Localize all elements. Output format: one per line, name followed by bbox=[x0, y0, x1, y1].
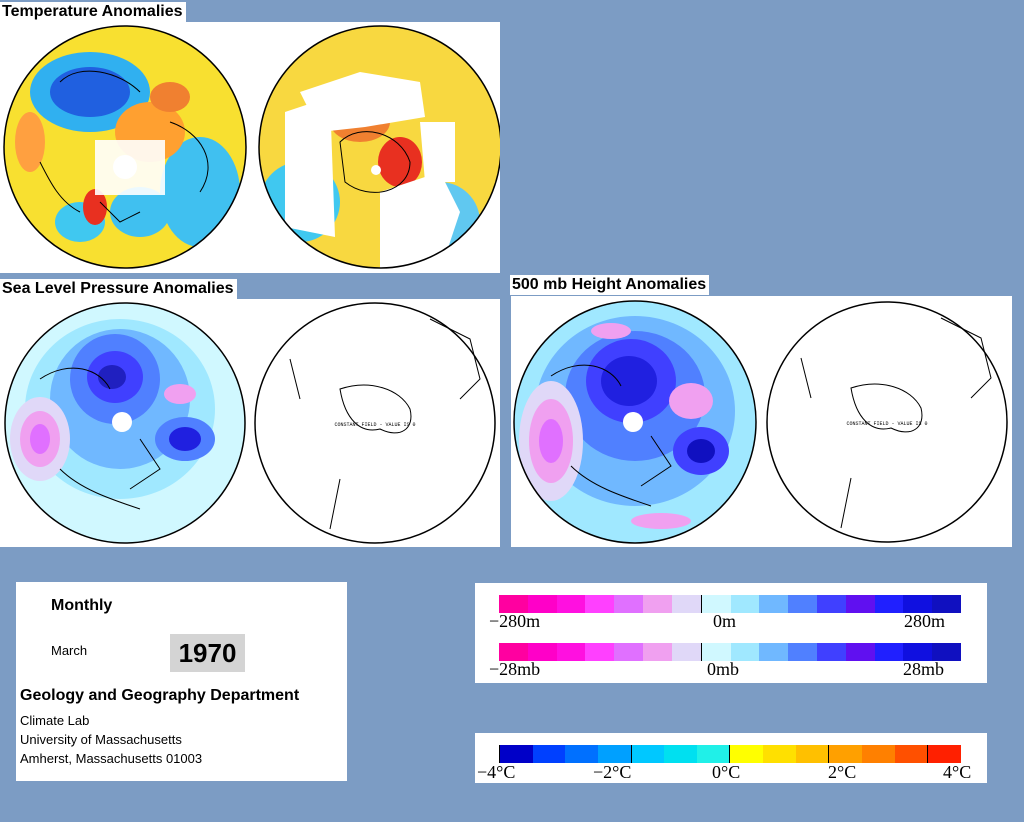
slp-panel: CONSTANT FIELD - VALUE IS 0 bbox=[0, 299, 500, 547]
colorbar-swatch bbox=[671, 595, 701, 613]
temperature-panel bbox=[0, 22, 502, 273]
department-label: Geology and Geography Department bbox=[20, 687, 300, 704]
temp-label: 0°C bbox=[712, 762, 741, 782]
slp-constant-label: CONSTANT FIELD - VALUE IS 0 bbox=[334, 422, 415, 428]
colorbar-swatch bbox=[730, 595, 760, 613]
period-label: Monthly bbox=[51, 597, 113, 614]
address-line: University of Massachusetts bbox=[20, 732, 182, 747]
colorbar-swatch bbox=[730, 643, 760, 661]
colorbar-swatch bbox=[862, 745, 895, 763]
anomaly-legend: −280m 0m 280m −28mb 0mb 28mb bbox=[475, 583, 987, 683]
colorbar-swatch bbox=[763, 745, 796, 763]
pressure-colorbar bbox=[499, 643, 961, 661]
colorbar-swatch bbox=[565, 745, 598, 763]
colorbar-swatch bbox=[795, 745, 829, 763]
colorbar-swatch bbox=[630, 745, 665, 763]
colorbar-swatch bbox=[903, 595, 933, 613]
temp-label: 2°C bbox=[828, 762, 857, 782]
colorbar-swatch bbox=[664, 745, 697, 763]
colorbar-swatch bbox=[700, 595, 731, 613]
height-maps: CONSTANT FIELD - VALUE IS 0 bbox=[513, 300, 1008, 544]
sh-temperature-globe bbox=[259, 26, 501, 268]
colorbar-swatch bbox=[759, 643, 789, 661]
colorbar-swatch bbox=[788, 643, 817, 661]
colorbar-swatch bbox=[932, 595, 961, 613]
colorbar-swatch bbox=[499, 643, 528, 661]
colorbar-swatch bbox=[597, 745, 631, 763]
colorbar-swatch bbox=[845, 595, 875, 613]
colorbar-swatch bbox=[788, 595, 817, 613]
height-title: 500 mb Height Anomalies bbox=[510, 275, 710, 295]
colorbar-swatch bbox=[671, 643, 701, 661]
colorbar-swatch bbox=[759, 595, 789, 613]
pressure-mid-label: 0mb bbox=[707, 659, 740, 679]
slp-anomaly-globe bbox=[5, 303, 245, 543]
colorbar-swatch bbox=[643, 643, 672, 661]
temperature-colorbar bbox=[499, 745, 961, 763]
colorbar-swatch bbox=[729, 745, 764, 763]
colorbar-swatch bbox=[556, 595, 586, 613]
temp-label: 4°C bbox=[943, 762, 972, 782]
colorbar-swatch bbox=[696, 745, 730, 763]
colorbar-swatch bbox=[874, 595, 904, 613]
colorbar-swatch bbox=[816, 643, 846, 661]
colorbar-swatch bbox=[828, 745, 863, 763]
height-min-label: −280m bbox=[489, 611, 541, 631]
address-line: Amherst, Massachusetts 01003 bbox=[20, 751, 203, 766]
height-colorbar bbox=[499, 595, 961, 613]
colorbar-swatch bbox=[585, 643, 615, 661]
temperature-maps bbox=[3, 25, 502, 269]
month-label: March bbox=[51, 643, 88, 658]
colorbar-swatch bbox=[614, 595, 644, 613]
colorbar-swatch bbox=[614, 643, 644, 661]
slp-constant-globe bbox=[254, 302, 496, 544]
slp-title: Sea Level Pressure Anomalies bbox=[0, 279, 237, 299]
colorbar-swatch bbox=[894, 745, 928, 763]
colorbar-swatch bbox=[556, 643, 586, 661]
height-panel: CONSTANT FIELD - VALUE IS 0 bbox=[511, 296, 1012, 547]
info-box: Monthly March 1970 Geology and Geography… bbox=[16, 582, 347, 781]
colorbar-swatch bbox=[903, 643, 933, 661]
height-mid-label: 0m bbox=[713, 611, 737, 631]
temp-label: −2°C bbox=[593, 762, 632, 782]
height-constant-label: CONSTANT FIELD - VALUE IS 0 bbox=[846, 421, 927, 427]
colorbar-swatch bbox=[932, 643, 961, 661]
temperature-legend: −4°C −2°C 0°C 2°C 4°C bbox=[475, 733, 987, 783]
colorbar-swatch bbox=[643, 595, 672, 613]
colorbar-swatch bbox=[927, 745, 961, 763]
address-line: Climate Lab bbox=[20, 713, 90, 728]
address-block: Climate Lab University of Massachusetts … bbox=[20, 711, 202, 768]
pressure-min-label: −28mb bbox=[489, 659, 541, 679]
nh-temperature-globe bbox=[4, 26, 246, 268]
colorbar-swatch bbox=[700, 643, 731, 661]
colorbar-swatch bbox=[585, 595, 615, 613]
colorbar-swatch bbox=[532, 745, 566, 763]
colorbar-swatch bbox=[845, 643, 875, 661]
height-anomaly-globe bbox=[514, 301, 756, 543]
pressure-max-label: 28mb bbox=[903, 659, 945, 679]
temp-label: −4°C bbox=[477, 762, 516, 782]
colorbar-swatch bbox=[499, 595, 528, 613]
colorbar-swatch bbox=[816, 595, 846, 613]
colorbar-swatch bbox=[527, 595, 557, 613]
year-label: 1970 bbox=[170, 634, 245, 672]
colorbar-swatch bbox=[874, 643, 904, 661]
temperature-title: Temperature Anomalies bbox=[0, 2, 186, 22]
height-max-label: 280m bbox=[904, 611, 946, 631]
slp-maps: CONSTANT FIELD - VALUE IS 0 bbox=[4, 302, 496, 544]
height-constant-globe bbox=[766, 301, 1008, 543]
colorbar-swatch bbox=[527, 643, 557, 661]
colorbar-swatch bbox=[499, 745, 533, 763]
